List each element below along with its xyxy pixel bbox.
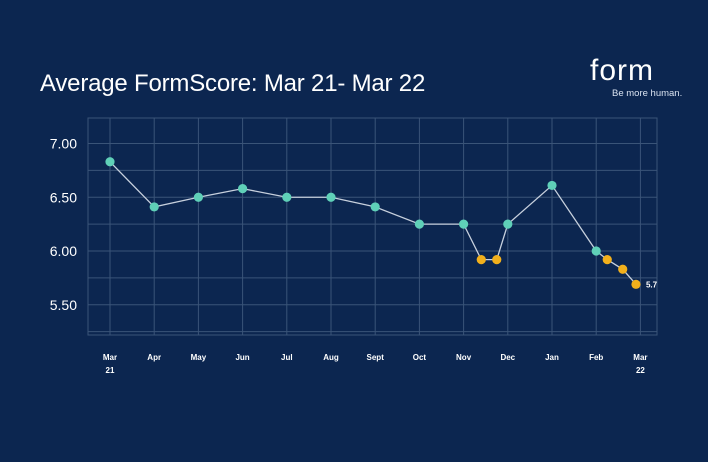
data-point <box>370 202 380 212</box>
data-point <box>414 219 424 229</box>
data-point <box>618 264 628 274</box>
series-points <box>105 157 641 289</box>
x-tick-label: Nov <box>456 353 472 362</box>
data-labels: 5.7 <box>646 280 658 289</box>
y-tick-label: 6.00 <box>50 243 77 259</box>
data-point <box>547 180 557 191</box>
chart-grid <box>87 117 658 336</box>
data-point <box>326 192 336 202</box>
data-point <box>476 255 486 265</box>
series-polyline <box>109 161 637 285</box>
data-point <box>492 255 502 265</box>
x-tick-label: Jan <box>545 353 559 362</box>
data-point <box>631 279 641 289</box>
x-tick-label-year: 22 <box>636 366 645 375</box>
data-point <box>591 246 601 256</box>
x-tick-label: Aug <box>323 353 339 362</box>
x-tick-label: Jun <box>235 353 249 362</box>
brand-logo: form Be more human. <box>590 54 690 100</box>
data-label: 5.7 <box>646 280 658 289</box>
data-point <box>238 184 248 194</box>
x-tick-label: May <box>191 353 207 362</box>
data-point <box>105 157 115 167</box>
x-tick-label: Jul <box>281 353 293 362</box>
logo-tagline: Be more human. <box>612 88 683 99</box>
x-tick-label: Dec <box>500 353 515 362</box>
y-tick-label: 6.50 <box>50 189 77 205</box>
chart-title: Average FormScore: Mar 21- Mar 22 <box>40 70 426 97</box>
series-line <box>109 161 637 285</box>
plot-frame <box>87 117 658 336</box>
data-point <box>602 255 612 265</box>
y-axis-ticks: 7.00 6.50 6.00 5.50 <box>50 136 77 313</box>
x-tick-label: Sept <box>367 353 385 362</box>
x-tick-label: Feb <box>589 353 603 362</box>
data-point <box>149 202 159 212</box>
x-tick-label: Mar <box>103 353 117 362</box>
data-point <box>282 192 292 202</box>
x-tick-label: Oct <box>413 353 427 362</box>
x-tick-label: Apr <box>147 353 161 362</box>
data-point <box>459 219 469 229</box>
logo-wordmark: form <box>590 54 654 87</box>
x-tick-label: Mar <box>633 353 647 362</box>
data-point <box>193 192 203 202</box>
data-point <box>503 219 513 229</box>
x-tick-label-year: 21 <box>106 366 115 375</box>
x-axis-ticks: Mar 21 Apr May Jun Jul Aug Sept Oct Nov Dec Jan Feb M… <box>103 353 648 375</box>
y-tick-label: 5.50 <box>50 297 77 313</box>
y-tick-label: 7.00 <box>50 136 77 152</box>
